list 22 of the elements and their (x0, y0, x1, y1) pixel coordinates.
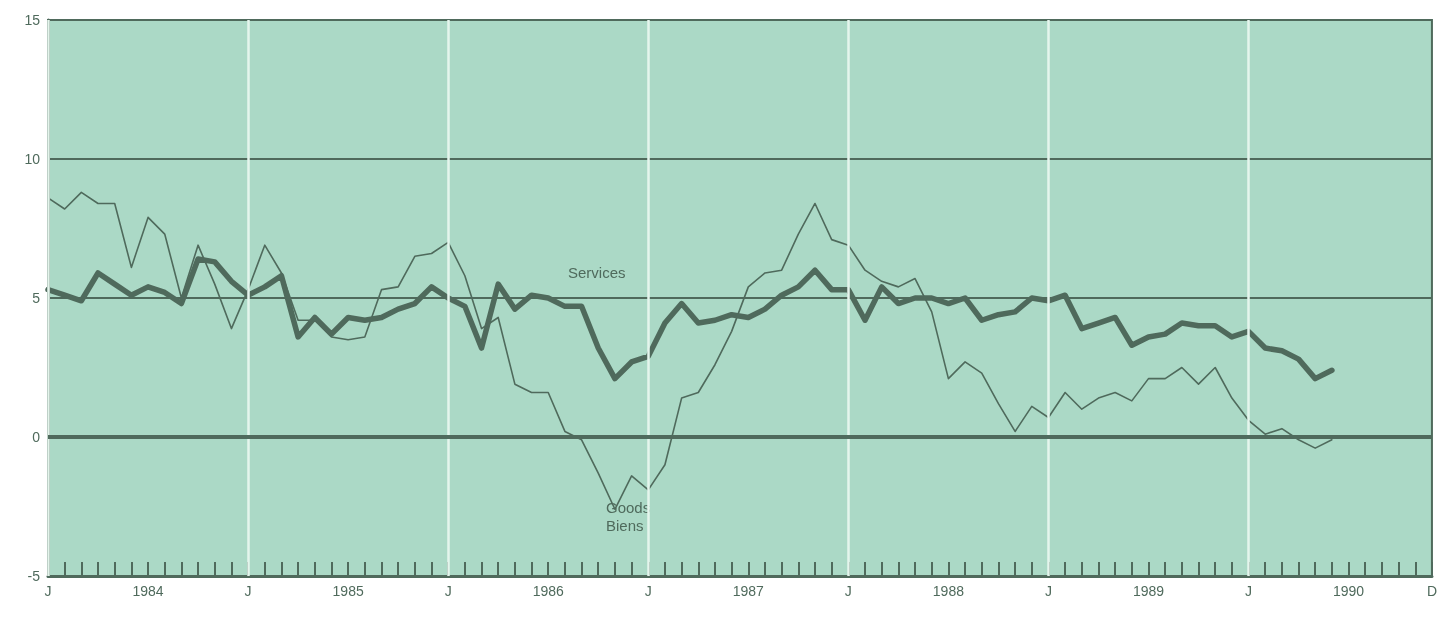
x-tick-label: J (1044, 583, 1052, 599)
y-tick-label: 5 (32, 290, 41, 306)
y-tick-label: 15 (24, 12, 41, 28)
x-tick-label: J (1245, 583, 1253, 599)
x-tick-label: J (644, 583, 652, 599)
y-tick-label: 10 (24, 151, 41, 167)
x-tick-label: 1985 (332, 583, 364, 599)
y-tick-label: -5 (27, 568, 41, 584)
x-tick-label: 1988 (932, 583, 965, 599)
x-tick-label: D (1426, 583, 1438, 599)
x-tick-label: 1986 (532, 583, 564, 599)
annotation: Biens (606, 517, 644, 534)
x-tick-label: J (44, 583, 52, 599)
x-tick-label: 1989 (1132, 583, 1165, 599)
x-tick-label: 1984 (132, 583, 164, 599)
x-tick-label: J (844, 583, 852, 599)
y-tick-label: 0 (32, 429, 41, 445)
x-tick-label: J (444, 583, 452, 599)
x-tick-label: J (244, 583, 252, 599)
x-tick-label: 1987 (732, 583, 765, 599)
annotation: Services (568, 264, 626, 281)
x-tick-label: 1990 (1333, 583, 1365, 599)
